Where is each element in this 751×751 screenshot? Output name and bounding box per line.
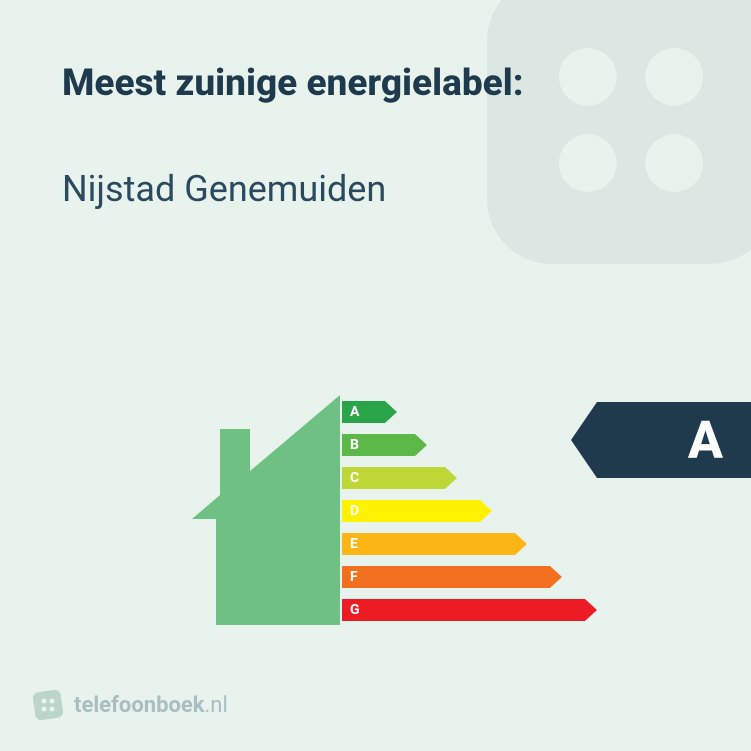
watermark-phone-icon xyxy=(451,0,751,300)
footer-brand: telefoonboek.nl xyxy=(74,693,228,718)
rating-badge: A xyxy=(571,402,751,478)
bar-label-f: F xyxy=(350,563,358,591)
location-name: Nijstad Genemuiden xyxy=(62,168,386,210)
rating-letter: A xyxy=(688,402,723,478)
page-title: Meest zuinige energielabel: xyxy=(62,62,524,105)
badge-shape xyxy=(571,402,751,478)
bar-label-a: A xyxy=(350,398,359,426)
bar-label-d: D xyxy=(350,497,359,525)
footer-brand-name: telefoonboek xyxy=(74,693,205,718)
footer-brand-tld: .nl xyxy=(205,693,228,718)
footer-logo-icon xyxy=(32,689,64,721)
house-icon xyxy=(180,395,340,625)
footer: telefoonboek.nl xyxy=(32,689,228,721)
bar-label-e: E xyxy=(350,530,358,558)
energy-label-chart: ABCDEFG xyxy=(180,395,580,625)
bar-label-c: C xyxy=(350,464,359,492)
bar-label-g: G xyxy=(350,596,360,624)
bar-label-b: B xyxy=(350,431,359,459)
